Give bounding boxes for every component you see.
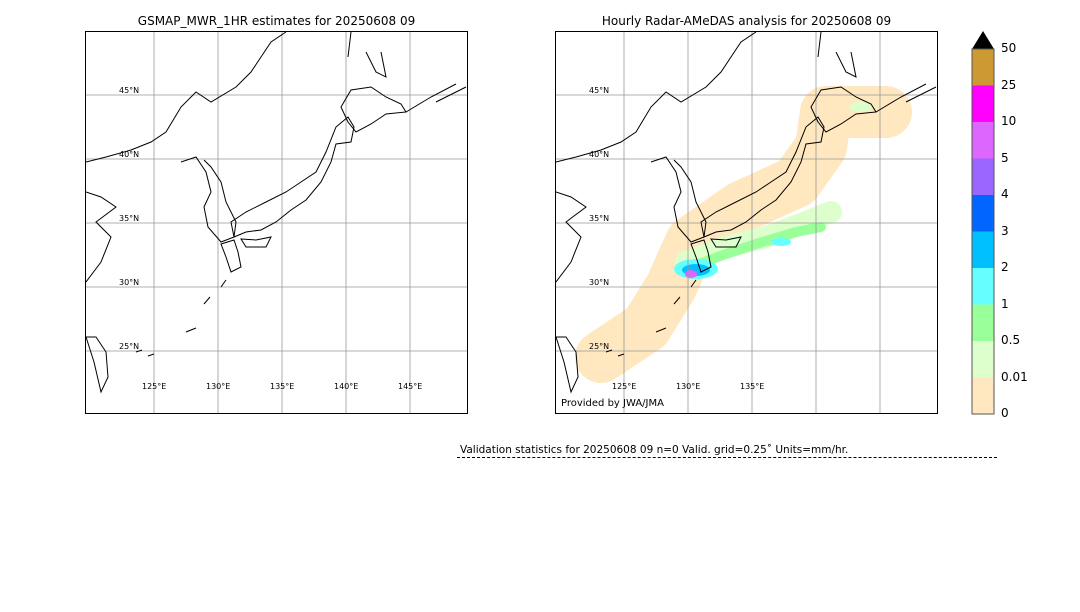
colorbar-extend-arrow (972, 31, 994, 49)
coastline (86, 336, 109, 394)
right-map-title: Hourly Radar-AMeDAS analysis for 2025060… (601, 14, 892, 28)
lat-label: 40°N (589, 150, 610, 159)
coastline (605, 279, 697, 357)
lat-label: 35°N (119, 214, 140, 223)
coastline (180, 156, 237, 243)
left-map-title: GSMAP_MWR_1HR estimates for 20250608 09 (137, 14, 416, 28)
validation-text: Validation statistics for 20250608 09 n=… (460, 444, 849, 456)
colorbar-segment (972, 49, 994, 86)
colorbar-segment (972, 195, 994, 232)
coastline (875, 83, 937, 113)
colorbar-segment (972, 231, 994, 269)
left-map: 45°N 40°N 35°N 30°N 25°N 125°E 130°E 135°E 140°E… (85, 31, 468, 414)
colorbar (971, 31, 995, 415)
validation-divider (457, 457, 997, 458)
coastline (556, 191, 587, 283)
rain-0.01-area (575, 86, 912, 383)
colorbar-tick-label: 1 (1001, 296, 1009, 311)
colorbar-segment (972, 304, 994, 342)
coastline (340, 86, 407, 133)
coastline (405, 83, 467, 113)
colorbar-tick-label: 0.5 (1001, 333, 1021, 347)
lat-label: 30°N (119, 278, 140, 287)
coastline (135, 279, 227, 357)
coastline (220, 239, 242, 273)
lon-label: 130°E (206, 382, 231, 391)
coastline (700, 116, 825, 238)
colorbar-tick-label: 50 (1001, 41, 1017, 55)
credit-text: Provided by JWA/JMA (561, 398, 664, 409)
colorbar-tick-label: 3 (1001, 223, 1009, 238)
colorbar-tick-label: 4 (1001, 187, 1009, 201)
coastline (690, 239, 712, 273)
coastline (86, 191, 117, 283)
lat-label: 35°N (589, 214, 610, 223)
colorbar-segment (972, 85, 994, 123)
colorbar-segment (972, 122, 994, 159)
colorbar-tick-label: 2 (1001, 260, 1009, 274)
colorbar-frame (971, 48, 995, 415)
precipitation-layer (575, 86, 912, 383)
lat-label: 40°N (119, 150, 140, 159)
colorbar-segment (972, 268, 994, 305)
lat-label: 30°N (589, 278, 610, 287)
lon-label: 140°E (334, 382, 359, 391)
lon-label: 125°E (612, 382, 637, 391)
colorbar-segment (972, 341, 994, 378)
lat-label: 45°N (119, 86, 140, 95)
lat-label: 25°N (589, 342, 610, 351)
lat-label: 25°N (119, 342, 140, 351)
coastline (817, 32, 857, 78)
colorbar-segment (972, 158, 994, 196)
rain-2-area (771, 238, 791, 246)
lon-label: 135°E (740, 382, 765, 391)
coastline (230, 116, 355, 238)
colorbar-tick-label: 25 (1001, 77, 1017, 92)
colorbar-tick-label: 10 (1001, 114, 1017, 128)
lon-label: 145°E (398, 382, 423, 391)
colorbar-tick-label: 5 (1001, 150, 1009, 165)
colorbar-tick-label: 0 (1001, 406, 1009, 420)
lon-label: 130°E (676, 382, 701, 391)
coastline (240, 236, 272, 248)
coastline (86, 32, 287, 163)
right-map: Provided by JWA/JMA 45°N 40°N 35°N 30°N 25°N… (555, 31, 938, 414)
coastline (650, 156, 707, 243)
colorbar-segment (972, 377, 994, 415)
rain-1-area (686, 222, 826, 272)
rain-0.5-area (849, 102, 873, 112)
rain-10-area (685, 270, 697, 278)
coastline (710, 236, 742, 248)
colorbar-tick-label: 0.01 (1001, 369, 1028, 384)
lon-label: 135°E (270, 382, 295, 391)
lat-label: 45°N (589, 86, 610, 95)
coastline (347, 32, 387, 78)
coastline (556, 32, 757, 163)
coastline (556, 336, 579, 394)
lon-label: 125°E (142, 382, 167, 391)
